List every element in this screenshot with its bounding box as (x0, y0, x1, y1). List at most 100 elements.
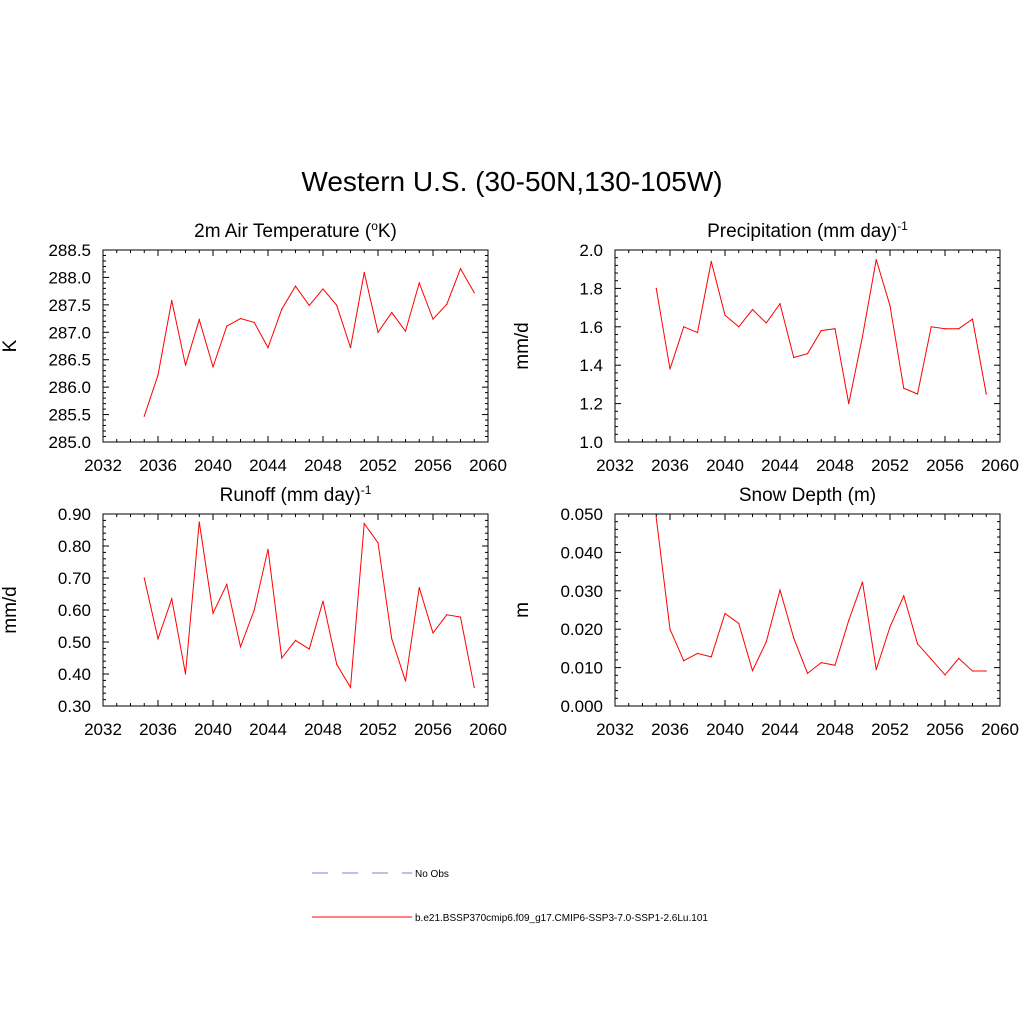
data-point (322, 600, 324, 602)
data-point (391, 311, 393, 314)
y-axis-label: m (512, 602, 533, 618)
data-point (806, 672, 809, 674)
data-point (861, 581, 864, 583)
data-point (294, 285, 297, 287)
panel-title-superscript: -1 (897, 219, 908, 233)
data-point (806, 353, 809, 355)
y-tick-label: 0.030 (560, 582, 603, 601)
data-point (294, 639, 297, 642)
panel-title-text: Precipitation (mm day (707, 221, 891, 242)
legend-label-model-run: b.e21.BSSP370cmip6.f09_g17.CMIP6-SSP3-7.… (415, 913, 708, 924)
data-point (377, 331, 379, 333)
data-point (861, 335, 864, 337)
panel-title: Precipitation (mm day)-1 (707, 219, 908, 242)
x-tick-label: 2056 (414, 720, 452, 739)
x-tick-label: 2032 (596, 720, 634, 739)
panel-title-text: K) (378, 221, 397, 242)
y-axis-label: mm/d (512, 322, 533, 370)
data-point (889, 305, 891, 307)
panel-title-superscript: o (371, 219, 378, 233)
data-point (418, 282, 420, 284)
x-tick-label: 2060 (469, 720, 507, 739)
data-point (157, 374, 159, 376)
data-point (916, 643, 919, 645)
data-point (930, 658, 932, 660)
data-point (738, 622, 740, 625)
data-point (198, 521, 200, 523)
data-point (971, 670, 974, 672)
y-tick-label: 0.000 (560, 697, 603, 716)
y-tick-label: 1.0 (579, 433, 603, 452)
data-point (143, 577, 145, 579)
data-point (916, 393, 919, 395)
data-point (751, 670, 754, 672)
data-point (944, 328, 946, 330)
y-tick-label: 0.010 (560, 659, 603, 678)
y-tick-label: 286.5 (48, 351, 91, 370)
data-point (903, 387, 905, 389)
data-point (432, 632, 434, 634)
data-point (267, 347, 269, 349)
y-tick-label: 287.0 (48, 323, 91, 342)
y-tick-label: 0.90 (58, 505, 91, 524)
data-point (212, 366, 214, 368)
data-point (212, 612, 214, 614)
y-tick-label: 287.5 (48, 296, 91, 315)
data-point (971, 318, 974, 320)
data-point (336, 663, 338, 666)
data-point (958, 657, 960, 659)
y-tick-label: 0.50 (58, 633, 91, 652)
data-point (143, 415, 145, 417)
y-tick-label: 1.8 (579, 279, 603, 298)
data-point (459, 268, 462, 270)
x-tick-label: 2044 (249, 456, 287, 475)
y-tick-label: 1.4 (579, 356, 603, 375)
data-point (793, 637, 795, 639)
y-tick-label: 0.70 (58, 569, 91, 588)
x-tick-label: 2048 (304, 456, 342, 475)
data-point (473, 686, 475, 689)
data-point (336, 304, 338, 307)
x-tick-label: 2040 (706, 720, 744, 739)
x-tick-label: 2048 (304, 720, 342, 739)
data-point (473, 292, 475, 294)
x-tick-label: 2032 (84, 720, 122, 739)
data-point (377, 542, 379, 544)
data-point (820, 330, 822, 332)
data-point (820, 662, 822, 664)
data-point (655, 517, 657, 519)
data-point (779, 303, 781, 305)
figure-title: Western U.S. (30-50N,130-105W) (301, 166, 723, 197)
x-tick-label: 2032 (84, 456, 122, 475)
data-point (157, 638, 159, 640)
y-tick-label: 0.80 (58, 537, 91, 556)
data-point (253, 609, 255, 611)
data-point (765, 641, 767, 643)
data-point (349, 686, 352, 689)
y-tick-label: 0.40 (58, 665, 91, 684)
data-point (765, 322, 767, 324)
x-tick-label: 2036 (651, 720, 689, 739)
panel-title-text: 2m Air Temperature ( (194, 221, 372, 242)
data-point (655, 287, 657, 289)
x-tick-label: 2060 (981, 456, 1019, 475)
x-tick-label: 2056 (414, 456, 452, 475)
y-tick-label: 0.050 (560, 505, 603, 524)
data-point (848, 619, 850, 621)
data-point (308, 304, 310, 307)
data-point (793, 356, 795, 359)
data-point (738, 326, 740, 328)
data-point (459, 616, 462, 618)
data-point (985, 670, 987, 672)
data-point (281, 657, 283, 659)
data-point (391, 638, 393, 640)
data-point (669, 628, 671, 630)
y-tick-label: 288.0 (48, 268, 91, 287)
data-point (834, 664, 836, 666)
x-tick-label: 2044 (249, 720, 287, 739)
data-point (446, 303, 448, 305)
data-point (308, 648, 310, 650)
